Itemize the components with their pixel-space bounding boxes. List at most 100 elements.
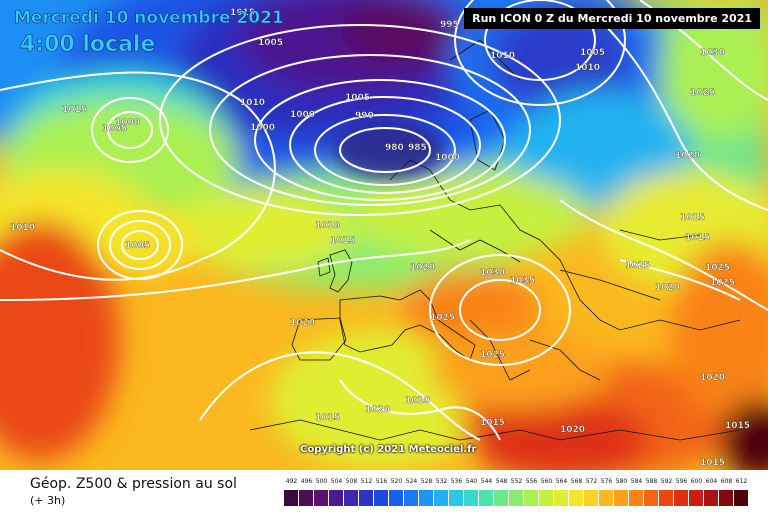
scale-tick-label: 496 (300, 478, 313, 485)
isobar-label: 1025 (430, 313, 455, 323)
scale-tick-label: 532 (435, 478, 448, 485)
isobar-label: 1005 (258, 38, 283, 48)
scale-color-swatch (404, 490, 418, 506)
isobar-label: 1005 (125, 241, 150, 251)
isobar-label: 1025 (480, 350, 505, 360)
scale-tick-label: 500 (315, 478, 328, 485)
scale-color-swatch (584, 490, 598, 506)
isobar-label: 1025 (705, 263, 730, 273)
scale-tick-label: 516 (375, 478, 388, 485)
scale-color-swatch (419, 490, 433, 506)
scale-color-swatch (359, 490, 373, 506)
scale-tick-label: 512 (360, 478, 373, 485)
isobar-label: 1015 (330, 236, 355, 246)
scale-color-swatch (719, 490, 733, 506)
scale-tick-label: 572 (585, 478, 598, 485)
isobar-label: 1010 (490, 51, 515, 61)
scale-color-swatch (329, 490, 343, 506)
legend-subtitle: (+ 3h) (30, 494, 66, 507)
scale-color-swatch (494, 490, 508, 506)
model-run-banner: Run ICON 0 Z du Mercredi 10 novembre 202… (464, 8, 760, 29)
isobar-label: 1015 (680, 213, 705, 223)
scale-color-swatch (344, 490, 358, 506)
scale-color-swatch (674, 490, 688, 506)
scale-color-swatch (524, 490, 538, 506)
scale-color-swatch (734, 490, 748, 506)
scale-tick-label: 596 (675, 478, 688, 485)
scale-tick-label: 492 (285, 478, 298, 485)
isobar-label: 1000 (435, 153, 460, 163)
scale-color-swatch (464, 490, 478, 506)
isobar-label: 1020 (290, 318, 315, 328)
scale-color-swatch (629, 490, 643, 506)
scale-color-swatch (479, 490, 493, 506)
isobar-label: 1010 (10, 223, 35, 233)
scale-color-swatch (509, 490, 523, 506)
weather-map: 1015100510001005101010151005101010001000… (0, 0, 768, 470)
isobar-label: 1035 (510, 276, 535, 286)
scale-tick-label: 524 (405, 478, 418, 485)
isobar-label: 1020 (700, 373, 725, 383)
scale-tick-label: 600 (690, 478, 703, 485)
date-title: Mercredi 10 novembre 2021 (14, 8, 284, 29)
scale-color-swatch (434, 490, 448, 506)
scale-color-swatch (554, 490, 568, 506)
scale-tick-label: 536 (450, 478, 463, 485)
isobar-label: 1015 (725, 421, 750, 431)
isobar-label: 1000 (115, 118, 140, 128)
scale-tick-label: 564 (555, 478, 568, 485)
scale-color-swatch (644, 490, 658, 506)
local-time-title: 4:00 locale (20, 32, 156, 58)
isobar-label: 1005 (345, 93, 370, 103)
scale-tick-label: 520 (390, 478, 403, 485)
scale-color-swatch (449, 490, 463, 506)
scale-tick-label: 552 (510, 478, 523, 485)
isobar-label: 1010 (240, 98, 265, 108)
scale-tick-label: 576 (600, 478, 613, 485)
scale-tick-label: 528 (420, 478, 433, 485)
isobar-label: 1030 (700, 48, 725, 58)
isobar-label: 1030 (480, 268, 505, 278)
scale-color-swatch (374, 490, 388, 506)
isobar-label: 985 (408, 143, 427, 153)
scale-tick-label: 544 (480, 478, 493, 485)
scale-tick-label: 540 (465, 478, 478, 485)
isobar-label: 1010 (405, 396, 430, 406)
scale-color-swatch (614, 490, 628, 506)
scale-tick-label: 608 (720, 478, 733, 485)
isobar-label: 1025 (710, 278, 735, 288)
isobar-label: 1020 (365, 405, 390, 415)
scale-tick-label: 604 (705, 478, 718, 485)
copyright-notice: Copyright (c) 2021 Meteociel.fr (300, 444, 477, 455)
scale-tick-label: 548 (495, 478, 508, 485)
scale-color-swatch (704, 490, 718, 506)
isobar-label: 1000 (250, 123, 275, 133)
scale-color-swatch (659, 490, 673, 506)
coastlines (249, 39, 741, 441)
scale-color-swatch (284, 490, 298, 506)
isobar-label: 1020 (675, 151, 700, 161)
isobar-label: 1015 (230, 8, 255, 18)
color-scale: 492 496 500 504 508 512 516 520 524 528 532 536 540 5… (284, 478, 752, 508)
scale-color-swatch (539, 490, 553, 506)
scale-tick-label: 508 (345, 478, 358, 485)
isobar-label: 1020 (410, 263, 435, 273)
isobar-label: 1015 (480, 418, 505, 428)
isobar-label: 1010 (315, 221, 340, 231)
isobar-label: 1025 (625, 261, 650, 271)
isobar-label: 990 (355, 111, 374, 121)
scale-tick-label: 588 (645, 478, 658, 485)
scale-tick-label: 504 (330, 478, 343, 485)
isobar-label: 1000 (290, 110, 315, 120)
isobar-label: 1005 (580, 48, 605, 58)
scale-tick-label: 592 (660, 478, 673, 485)
scale-tick-label: 580 (615, 478, 628, 485)
scale-tick-label: 560 (540, 478, 553, 485)
isobar-labels: 1015100510001005101010151005101010001000… (10, 8, 750, 468)
isobar-label: 1010 (575, 63, 600, 73)
isobar-label: 1005 (102, 124, 127, 134)
isobar-label: 980 (385, 143, 404, 153)
scale-color-swatch (569, 490, 583, 506)
geopotential-field (0, 0, 768, 470)
